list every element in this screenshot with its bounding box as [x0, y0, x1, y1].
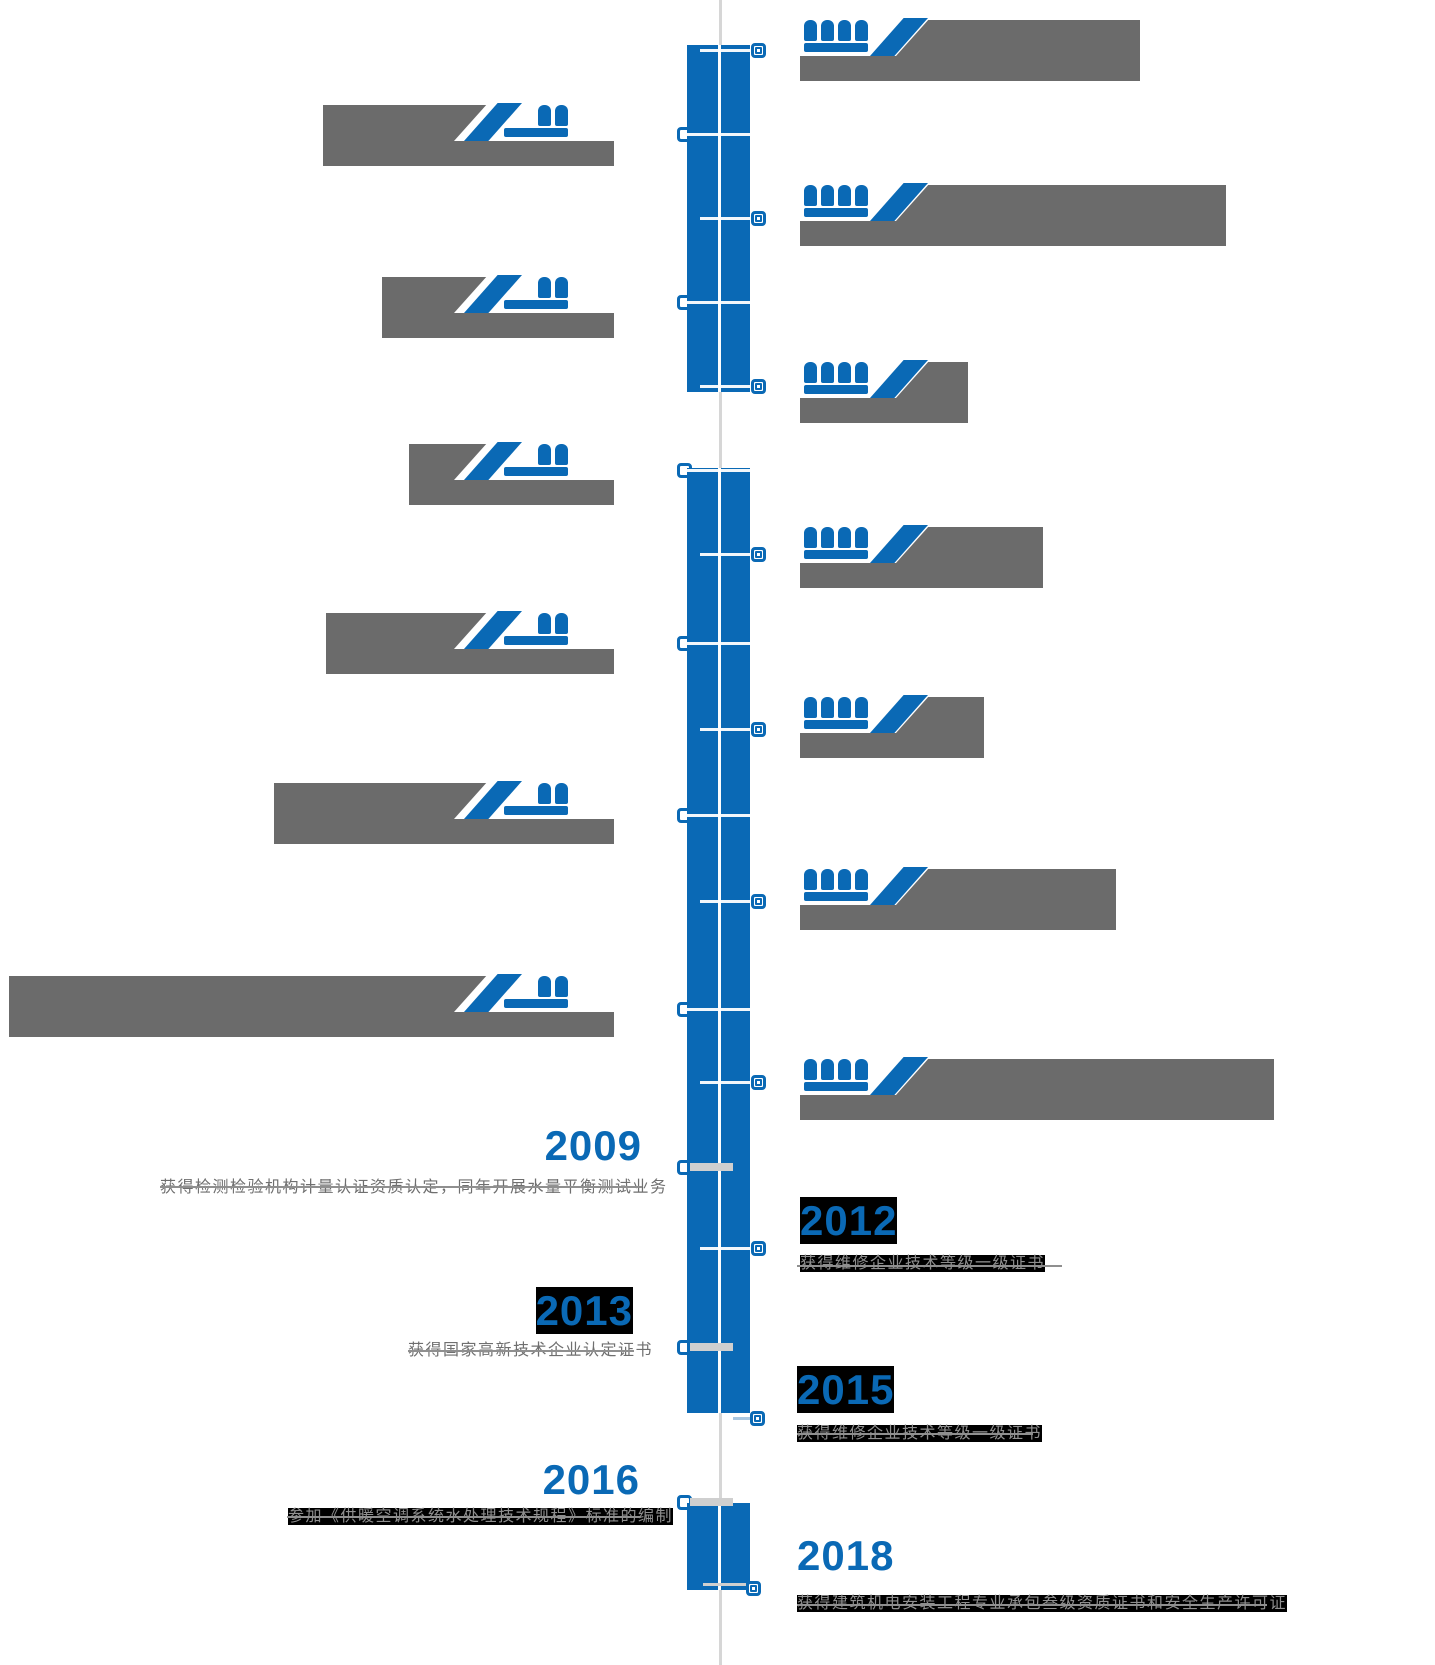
year-underline — [804, 385, 868, 394]
timeline-entry — [326, 611, 614, 675]
year-underline — [804, 892, 868, 901]
year-underline — [504, 300, 568, 309]
row-tick — [690, 1163, 733, 1171]
masked-year-digits — [538, 976, 568, 997]
milestone-year: 2016 — [542, 1456, 640, 1503]
timeline-entry — [800, 1059, 1274, 1121]
row-tick — [733, 1417, 751, 1420]
timeline-entry-2012: 2012 获得维修企业技术等级一级证书 — [800, 1197, 1230, 1274]
timeline-node-icon — [751, 547, 766, 562]
year-underline — [504, 128, 568, 137]
timeline-bar-segment — [687, 1503, 750, 1590]
timeline-entry-2018: 2018 获得建筑机电安装工程专业承包叁级资质证书和安全生产许可证 — [797, 1532, 1297, 1614]
row-tick — [700, 385, 762, 388]
timeline-entry — [274, 781, 614, 844]
timeline-entry-2015: 2015 获得维修企业技术等级一级证书 — [797, 1366, 1227, 1444]
year-underline — [804, 720, 868, 729]
row-tick — [700, 728, 762, 731]
milestone-year: 2015 — [797, 1366, 895, 1413]
row-tick — [683, 814, 755, 817]
timeline-entry — [800, 362, 968, 423]
line-through-artifact — [408, 1350, 634, 1352]
year-underline — [504, 636, 568, 645]
timeline-entry — [800, 20, 1140, 81]
masked-year-digits — [538, 105, 568, 126]
row-tick — [700, 553, 762, 556]
line-through-artifact — [797, 1604, 1267, 1606]
timeline-entry — [409, 442, 614, 505]
milestone-year: 2018 — [797, 1532, 895, 1579]
row-tick — [683, 642, 755, 645]
year-underline — [804, 1082, 868, 1091]
year-underline — [804, 208, 868, 217]
masked-year-digits — [804, 185, 868, 206]
row-tick — [683, 301, 755, 304]
masked-year-digits — [538, 783, 568, 804]
timeline-node-icon — [746, 1581, 761, 1596]
row-tick — [700, 217, 762, 220]
line-through-artifact — [160, 1186, 642, 1188]
masked-year-digits — [538, 613, 568, 634]
timeline-node-icon — [751, 379, 766, 394]
milestone-description: 获得检测检验机构计量认证资质认定，同年开展水量平衡测试业务 — [160, 1178, 666, 1198]
milestone-year: 2012 — [800, 1197, 898, 1244]
timeline-node-icon — [751, 1075, 766, 1090]
timeline-entry — [323, 103, 614, 166]
timeline-entry — [800, 869, 1116, 930]
masked-year-digits — [804, 20, 868, 41]
masked-year-digits — [804, 527, 868, 548]
timeline-node-icon — [751, 894, 766, 909]
timeline-entry — [800, 185, 1226, 246]
timeline-entry — [800, 527, 1043, 589]
year-underline — [504, 999, 568, 1008]
masked-year-badge — [454, 781, 614, 819]
bar-center-stripe — [718, 468, 721, 1413]
masked-year-digits — [804, 1059, 868, 1080]
year-underline — [804, 43, 868, 52]
row-tick — [683, 469, 755, 472]
timeline-entry-2013: 2013 获得国家高新技术企业认定证书 — [408, 1287, 652, 1361]
line-through-artifact — [797, 1265, 1062, 1267]
row-tick — [703, 1583, 746, 1586]
row-tick — [690, 1343, 733, 1351]
row-tick — [700, 49, 762, 52]
line-through-artifact — [797, 1433, 1033, 1435]
timeline-node-icon — [751, 722, 766, 737]
milestone-year: 2013 — [535, 1287, 633, 1334]
year-underline — [804, 550, 868, 559]
row-tick — [700, 900, 762, 903]
year-underline — [504, 806, 568, 815]
year-underline — [504, 467, 568, 476]
masked-year-digits — [538, 277, 568, 298]
row-tick — [683, 1008, 755, 1011]
timeline-node-icon — [751, 43, 766, 58]
row-tick — [700, 1081, 762, 1084]
milestone-description: 获得维修企业技术等级一级证书 — [800, 1255, 1046, 1272]
masked-year-digits — [804, 697, 868, 718]
bar-center-stripe — [718, 1503, 721, 1590]
masked-year-digits — [804, 869, 868, 890]
timeline-node-icon — [750, 1411, 765, 1426]
line-through-artifact — [287, 1516, 640, 1518]
masked-year-badge — [454, 611, 614, 649]
timeline-node-icon — [751, 211, 766, 226]
timeline-entry — [9, 974, 614, 1038]
row-tick — [683, 133, 755, 136]
row-tick — [690, 1498, 733, 1506]
row-tick — [700, 1247, 752, 1250]
milestone-year: 2009 — [544, 1122, 642, 1169]
timeline-entry — [800, 697, 984, 758]
timeline-entry — [382, 275, 614, 338]
timeline-node-icon — [751, 1241, 766, 1256]
masked-year-digits — [538, 444, 568, 465]
timeline-bar-segment — [687, 468, 750, 1413]
milestone-description: 获得建筑机电安装工程专业承包叁级资质证书和安全生产许可证 — [797, 1594, 1297, 1614]
masked-year-digits — [804, 362, 868, 383]
